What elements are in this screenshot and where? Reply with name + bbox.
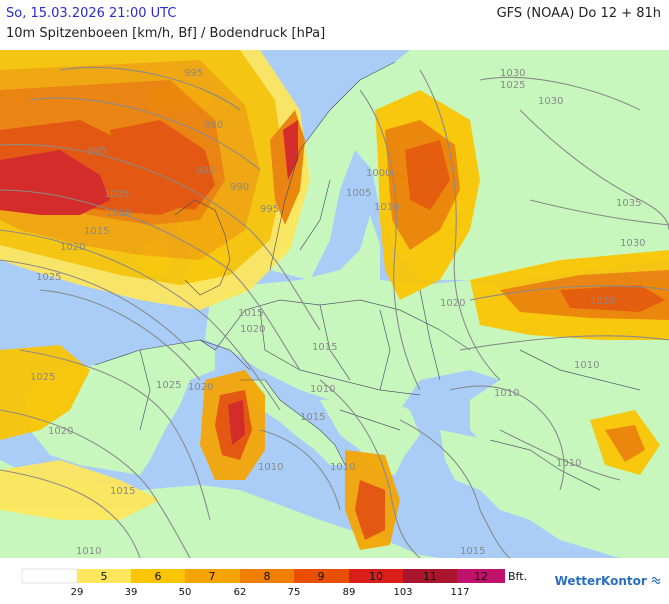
model-run-label: GFS (NOAA) Do 12 + 81h: [496, 6, 661, 21]
isobar-label: 1020: [188, 382, 213, 393]
map-parameter-label: 10m Spitzenboeen [km/h, Bf] / Bodendruck…: [6, 26, 326, 41]
isobar-label: 1015: [238, 308, 263, 319]
isobar-label: 1010: [374, 202, 399, 213]
legend-swatch-below-5: [21, 568, 78, 584]
legend-swatch-bf11: [403, 569, 457, 583]
isobar-label: 1030: [500, 68, 525, 79]
legend-kmh-label: 103: [393, 587, 412, 598]
isobar-label: 1030: [620, 238, 645, 249]
country-borders: [139, 179, 641, 491]
wetterkontor-logo[interactable]: WetterKontor: [555, 574, 661, 588]
isobar-labels: 995 980 995 990 1005 1010 990 995 1015 1…: [30, 68, 645, 557]
legend-kmh-label: 75: [288, 587, 301, 598]
legend-bft-label: 10: [369, 570, 383, 583]
isobar-label: 1020: [48, 426, 73, 437]
isobar-label: 1019: [590, 296, 615, 307]
isobar-label: 1025: [156, 380, 181, 391]
isobar-label: 1005: [104, 189, 129, 200]
legend-swatch-bf12: [457, 569, 505, 583]
isobar-label: 1010: [258, 462, 283, 473]
isobar-label: 1035: [616, 198, 641, 209]
gust-band-bf8-core: [110, 120, 215, 210]
legend-swatch-bf8: [240, 569, 294, 583]
isobar-label: 1015: [312, 342, 337, 353]
legend-kmh-label: 50: [179, 587, 192, 598]
map-header: So, 15.03.2026 21:00 UTC GFS (NOAA) Do 1…: [0, 0, 669, 50]
isobar-lines: [0, 66, 669, 558]
legend-bft-label: 12: [474, 570, 488, 583]
legend-kmh-label: 89: [343, 587, 356, 598]
isobar-label: 995: [88, 146, 107, 157]
legend-swatch-bf7: [185, 569, 240, 583]
isobar-label: 1025: [500, 80, 525, 91]
isobar-label: 1010: [106, 208, 131, 219]
legend-bar: 5 6 7 8 9 10 11 12 Bft. 29 39 50 62 75 8…: [21, 568, 527, 598]
legend-bft-label: 7: [209, 570, 216, 583]
isobar-label: 1015: [110, 486, 135, 497]
legend-kmh-label: 39: [125, 587, 138, 598]
wave-icon: [651, 576, 661, 585]
legend-swatch-bf10: [349, 569, 403, 583]
isobar-label: 990: [230, 182, 249, 193]
isobar-label: 1010: [76, 546, 101, 557]
map-canvas: 995 980 995 990 1005 1010 990 995 1015 1…: [0, 50, 669, 558]
isobar-label: 1025: [36, 272, 61, 283]
legend-bft-label: 9: [318, 570, 325, 583]
isobar-label: 1020: [440, 298, 465, 309]
gust-shading: [0, 50, 669, 550]
legend-swatch-bf5: [77, 569, 131, 583]
isobar-label: 1030: [538, 96, 563, 107]
isobar-label: 1015: [84, 226, 109, 237]
legend-bft-label: 5: [101, 570, 108, 583]
isobar-label: 1010: [494, 388, 519, 399]
isobar-label: 1010: [556, 458, 581, 469]
isobar-label: 1020: [60, 242, 85, 253]
legend-swatch-bf9: [294, 569, 349, 583]
legend-unit: Bft.: [508, 570, 527, 583]
isobar-label: 995: [184, 68, 203, 79]
isobar-label: 990: [196, 166, 215, 177]
isobar-label: 1010: [574, 360, 599, 371]
isobar-label: 1005: [346, 188, 371, 199]
legend-kmh-label: 117: [450, 587, 469, 598]
legend-bft-label: 11: [423, 570, 437, 583]
isobar-label: 1015: [300, 412, 325, 423]
weather-map: 995 980 995 990 1005 1010 990 995 1015 1…: [0, 50, 669, 558]
legend-swatch-bf6: [131, 569, 185, 583]
gust-band-bf10: [0, 150, 110, 215]
legend-bft-label: 6: [155, 570, 162, 583]
coastlines: [94, 61, 396, 466]
gust-legend: 5 6 7 8 9 10 11 12 Bft. 29 39 50 62 75 8…: [0, 558, 669, 600]
forecast-datetime: So, 15.03.2026 21:00 UTC: [6, 6, 177, 21]
isobar-label: 995: [260, 204, 279, 215]
isobar-label: 1020: [240, 324, 265, 335]
legend-kmh-label: 29: [71, 587, 84, 598]
isobar-label: 1000: [366, 168, 391, 179]
legend-bft-label: 8: [264, 570, 271, 583]
brand-name: WetterKontor: [554, 574, 647, 588]
isobar-label: 980: [204, 120, 223, 131]
isobar-label: 1025: [30, 372, 55, 383]
isobar-label: 1010: [330, 462, 355, 473]
isobar-label: 1010: [310, 384, 335, 395]
isobar-label: 1015: [460, 546, 485, 557]
legend-kmh-label: 62: [234, 587, 247, 598]
